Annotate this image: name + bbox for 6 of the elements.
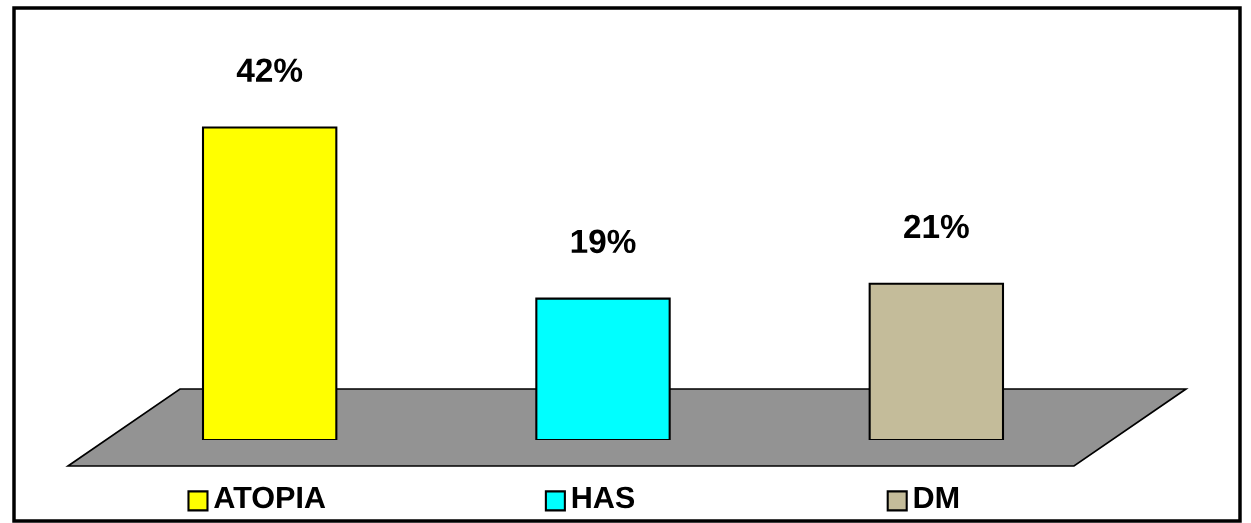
- x-tick-label: HAS: [572, 486, 635, 509]
- data-label: 42%: [236, 58, 303, 82]
- data-label: 19%: [571, 229, 636, 254]
- x-tick-label: DM: [914, 486, 959, 508]
- data-label: 21%: [904, 214, 969, 239]
- x-tick-label: ATOPIA: [214, 486, 326, 509]
